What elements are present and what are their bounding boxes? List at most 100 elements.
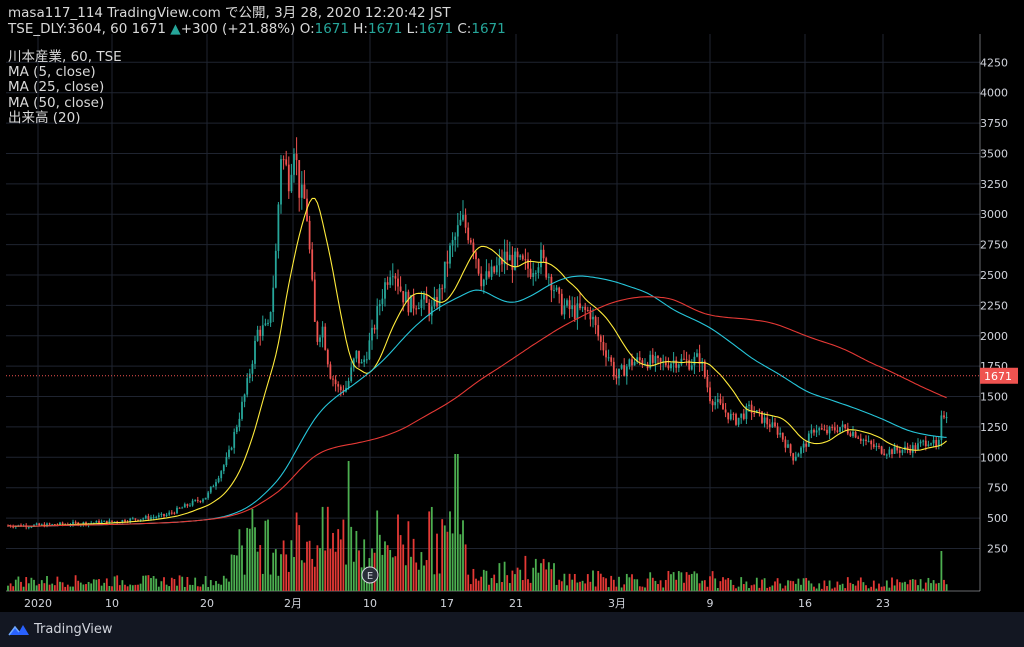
candle-body: [233, 432, 236, 448]
candle-body: [498, 258, 501, 266]
candle-body: [906, 446, 909, 449]
volume-bar: [30, 577, 33, 591]
candle-body: [212, 486, 215, 488]
volume-bar: [103, 582, 106, 591]
candle-body: [919, 441, 922, 444]
candle-body: [397, 278, 399, 287]
volume-bar: [430, 506, 433, 591]
legend-ma25[interactable]: MA (25, close): [8, 79, 105, 96]
candle-body: [529, 268, 532, 277]
volume-bar: [376, 510, 379, 591]
candle-body: [280, 159, 282, 205]
candle-body: [103, 520, 106, 522]
candle-body: [415, 308, 418, 310]
candle-body: [485, 271, 488, 280]
volume-bar: [209, 580, 212, 591]
candle-body: [451, 240, 454, 246]
candle-body: [524, 259, 527, 261]
volume-bar: [131, 585, 134, 591]
legend-volume[interactable]: 出来高 (20): [8, 109, 81, 126]
volume-bar: [272, 552, 275, 591]
candle-body: [472, 242, 475, 253]
volume-bar: [503, 561, 506, 591]
candle-body: [727, 412, 730, 420]
y-tick-label: 3500: [980, 147, 1008, 160]
volume-bar: [298, 525, 301, 591]
volume-bar: [204, 576, 207, 591]
volume-bar: [48, 584, 51, 591]
tradingview-logo-icon: [8, 624, 29, 635]
volume-bar: [911, 579, 914, 591]
volume-bar: [321, 506, 324, 591]
volume-bar: [121, 580, 124, 591]
candle-body: [490, 266, 493, 277]
ma5-line: [7, 197, 947, 527]
volume-bar: [423, 565, 425, 591]
volume-bar: [194, 577, 197, 591]
candle-body: [293, 153, 295, 175]
candle-body: [261, 325, 264, 336]
volume-bar: [38, 583, 41, 591]
candle-body: [828, 426, 831, 434]
candle-body: [815, 430, 818, 433]
volume-bar: [53, 585, 56, 591]
volume-bar: [147, 575, 150, 591]
volume-bar: [667, 570, 670, 591]
volume-bar: [758, 587, 761, 591]
volume-bar: [776, 578, 779, 591]
volume-bar: [433, 574, 436, 591]
volume-bar: [462, 520, 464, 591]
volume-bar: [909, 579, 912, 591]
volume-bar: [857, 580, 860, 591]
legend-symbol-title[interactable]: 川本産業, 60, TSE: [8, 49, 122, 65]
candle-body: [46, 523, 48, 527]
volume-bar: [472, 568, 475, 591]
candle-body: [893, 446, 896, 454]
candle-body: [53, 524, 56, 526]
volume-bar: [566, 585, 568, 591]
candle-body: [300, 184, 303, 198]
low-label: L:: [406, 21, 419, 37]
candle-body: [441, 288, 444, 290]
candle-body: [251, 363, 254, 374]
candle-body: [641, 360, 644, 365]
candle-body: [823, 429, 826, 431]
volume-bar: [189, 584, 191, 591]
volume-bar: [584, 583, 587, 591]
volume-bar: [849, 582, 852, 591]
volume-bar: [828, 580, 831, 591]
volume-bar: [633, 579, 636, 591]
candle-body: [714, 402, 717, 406]
volume-bar: [56, 576, 59, 591]
price-chart[interactable]: 2505007501000125015001750200022502500275…: [0, 0, 1024, 612]
volume-bar: [477, 580, 480, 591]
volume-bar: [285, 554, 288, 591]
candle-body: [776, 426, 779, 435]
candle-body: [259, 329, 262, 336]
candle-body: [521, 255, 524, 260]
candle-body: [779, 432, 782, 435]
volume-bar: [815, 588, 818, 591]
tradingview-brand[interactable]: TradingView: [8, 622, 113, 637]
volume-bar: [706, 586, 709, 591]
candle-body: [818, 428, 821, 431]
legend-ma50[interactable]: MA (50, close): [8, 94, 105, 111]
candle-body: [852, 431, 854, 437]
volume-bar: [914, 579, 917, 591]
candle-body: [178, 507, 181, 509]
volume-bar: [17, 576, 20, 591]
legend-ma5[interactable]: MA (5, close): [8, 64, 96, 81]
candle-body: [896, 446, 899, 451]
volume-bar: [802, 578, 805, 591]
candle-body: [391, 276, 394, 278]
volume-bar: [438, 573, 441, 591]
candle-body: [181, 507, 184, 509]
candle-body: [131, 518, 134, 520]
volume-bar: [937, 582, 940, 591]
volume-bar: [701, 580, 704, 591]
candle-body: [399, 286, 402, 292]
candle-body: [547, 276, 550, 278]
volume-bar: [607, 587, 610, 591]
volume-bar: [672, 572, 675, 591]
